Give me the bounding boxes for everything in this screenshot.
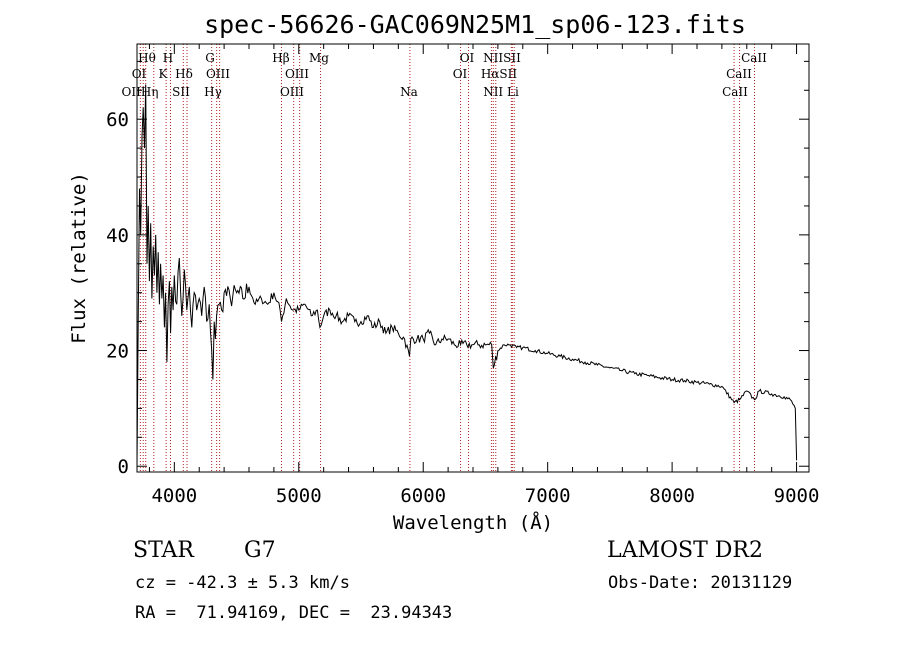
x-tick-label: 6000 (400, 485, 446, 507)
chart-title: spec-56626-GAC069N25M1_sp06-123.fits (204, 10, 746, 39)
spectral-line-label: G (205, 51, 215, 65)
survey-name: LAMOST DR2 (607, 538, 763, 563)
spectral-line-label: OIII (285, 67, 309, 81)
spectral-line-label: CaII (726, 67, 752, 81)
spectral-line-label: Na (400, 85, 418, 99)
spectral-line-label: HαSII (481, 67, 518, 81)
redshift-velocity: cz = -42.3 ± 5.3 km/s (135, 573, 350, 593)
spectral-line-labels: Hθ H G Hβ Mg OI NIISII CaII OI K Hδ OIII OIII OI HαSII… (122, 51, 768, 99)
y-tick-label: 60 (106, 109, 129, 131)
spectral-line-label: Hδ (175, 67, 193, 81)
spectrum-series-line (136, 84, 798, 467)
x-tick-label: 9000 (774, 485, 820, 507)
x-axis-ticks: 4000 5000 6000 7000 8000 9000 (148, 44, 820, 507)
spectral-line-label: OIIHη (122, 85, 159, 99)
x-tick-label: 4000 (151, 485, 197, 507)
spectral-line-label: Mg (309, 51, 329, 65)
y-axis-label: Flux (relative) (68, 172, 90, 344)
x-tick-label: 8000 (649, 485, 695, 507)
spectral-line-label: OIII (206, 67, 230, 81)
plot-frame (136, 43, 810, 473)
spectral-line-label: OI (453, 67, 468, 81)
spectral-line-label: SII (172, 85, 190, 99)
observation-date: Obs-Date: 20131129 (608, 573, 793, 593)
x-tick-label: 5000 (276, 485, 322, 507)
x-tick-label: 7000 (525, 485, 571, 507)
spectral-line-label: H (163, 51, 173, 65)
spectral-line-label: Hβ (272, 51, 289, 65)
object-subclass: G7 (244, 538, 276, 563)
y-axis-ticks: 0 20 40 60 (106, 60, 809, 478)
coordinates: RA = 71.94169, DEC = 23.94343 (135, 603, 453, 623)
spectral-line-label: CaII (722, 85, 748, 99)
spectral-line-label: NIISII (483, 51, 521, 65)
spectral-line-label: Hθ (138, 51, 156, 65)
spectral-line-label: CaII (741, 51, 767, 65)
y-tick-label: 0 (118, 456, 129, 478)
spectral-line-label: K (159, 67, 169, 81)
spectral-line-label: OI (132, 67, 147, 81)
spectral-line-markers (139, 44, 755, 472)
spectral-line-label: OI (460, 51, 475, 65)
y-tick-label: 40 (106, 225, 129, 247)
spectral-line-label: Hγ (204, 85, 222, 99)
spectral-line-label: NII Li (483, 85, 519, 99)
y-tick-label: 20 (106, 341, 129, 363)
object-class: STAR (133, 538, 194, 563)
x-axis-label: Wavelength (Å) (393, 511, 553, 534)
spectral-line-label: OIII (280, 85, 304, 99)
